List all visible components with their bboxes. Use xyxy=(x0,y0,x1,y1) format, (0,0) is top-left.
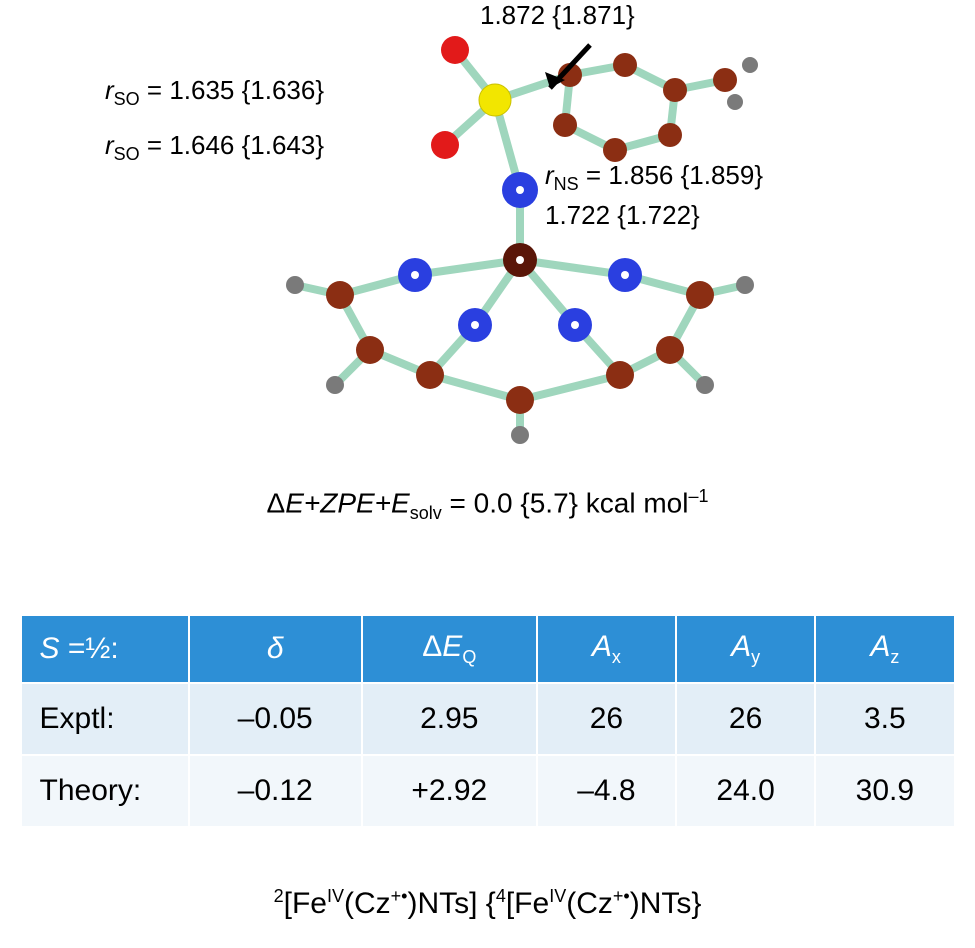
cell: –4.8 xyxy=(537,755,676,827)
th-ay: Ay xyxy=(676,615,815,683)
table-row: Exptl: –0.05 2.95 26 26 3.5 xyxy=(21,683,955,755)
row-label: Theory: xyxy=(21,755,189,827)
cell: –0.05 xyxy=(189,683,362,755)
cell: 26 xyxy=(537,683,676,755)
row-label: Exptl: xyxy=(21,683,189,755)
cell: 30.9 xyxy=(815,755,954,827)
molecule-diagram-area: 1.872 {1.871} rSO = 1.635 {1.636} rSO = … xyxy=(0,0,975,480)
label-rso2: rSO = 1.646 {1.643} xyxy=(105,130,324,165)
cell: 26 xyxy=(676,683,815,755)
cell: 24.0 xyxy=(676,755,815,827)
cell: +2.92 xyxy=(362,755,537,827)
params-table: S =½: δ ΔEQ Ax Ay Az Exptl: –0.05 2.95 2… xyxy=(20,614,956,828)
th-spin: S =½: xyxy=(21,615,189,683)
label-rns: rNS = 1.856 {1.859} xyxy=(545,160,763,195)
arrow-icon xyxy=(535,40,595,100)
label-below-rns: 1.722 {1.722} xyxy=(545,200,700,231)
th-ax: Ax xyxy=(537,615,676,683)
cell: 3.5 xyxy=(815,683,954,755)
params-table-wrap: S =½: δ ΔEQ Ax Ay Az Exptl: –0.05 2.95 2… xyxy=(20,614,956,828)
energy-line: ΔE+ZPE+Esolv = 0.0 {5.7} kcal mol–1 xyxy=(0,486,975,524)
th-delta: δ xyxy=(189,615,362,683)
th-az: Az xyxy=(815,615,954,683)
label-top-right: 1.872 {1.871} xyxy=(480,0,635,31)
table-header-row: S =½: δ ΔEQ Ax Ay Az xyxy=(21,615,955,683)
table-row: Theory: –0.12 +2.92 –4.8 24.0 30.9 xyxy=(21,755,955,827)
cell: –0.12 xyxy=(189,755,362,827)
species-caption: 2[FeIV(Cz+•)NTs] {4[FeIV(Cz+•)NTs} xyxy=(0,886,975,921)
th-deq: ΔEQ xyxy=(362,615,537,683)
val-top-right: 1.872 {1.871} xyxy=(480,0,635,30)
label-rso1: rSO = 1.635 {1.636} xyxy=(105,75,324,110)
cell: 2.95 xyxy=(362,683,537,755)
